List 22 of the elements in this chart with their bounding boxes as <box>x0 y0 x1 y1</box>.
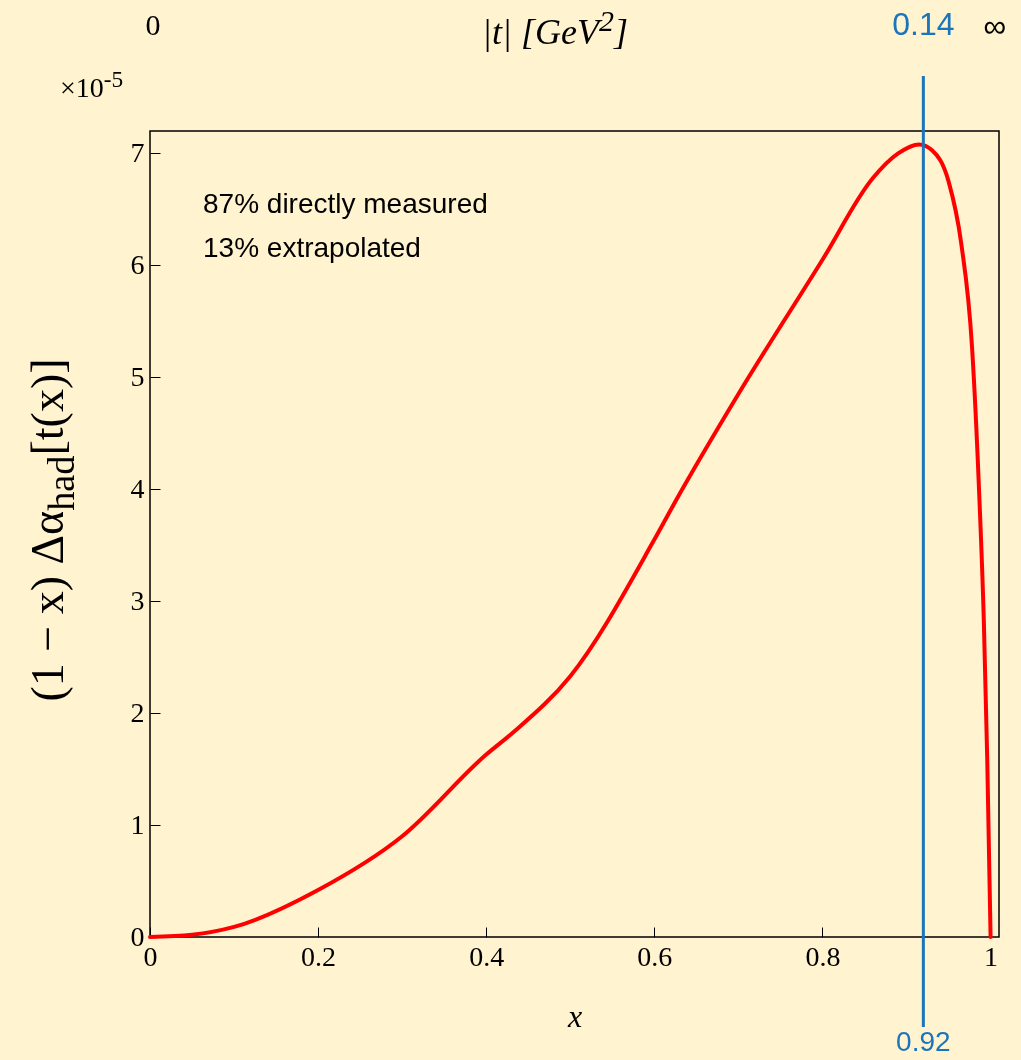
y-tick-label: 7 <box>130 136 145 168</box>
line-series <box>148 142 993 939</box>
x-tick-label: 0.4 <box>469 940 505 972</box>
text: ∞ <box>983 8 1007 45</box>
text: ×10$^{-5}$ <box>60 66 124 105</box>
y-tick-label: 6 <box>130 248 145 280</box>
y-tick-label: 5 <box>130 360 145 392</box>
x-axis-title: x <box>566 997 583 1034</box>
y-tick-label: 4 <box>130 472 145 504</box>
ref-line-label: 0.92 <box>896 1026 951 1057</box>
x-tick-label: 0.6 <box>637 940 673 972</box>
annotation: 13% extrapolated <box>203 232 421 264</box>
x-tick-label: 1 <box>984 940 999 972</box>
x-tick-label: 0.8 <box>805 940 841 972</box>
text: 0.14 <box>892 6 955 43</box>
text: |t| [GeV$^{2}$] <box>482 4 628 53</box>
x-tick-label: 0.2 <box>301 940 337 972</box>
y-tick-label: 0 <box>130 920 145 952</box>
y-tick-label: 2 <box>130 696 145 728</box>
y-tick-label: 3 <box>130 584 145 616</box>
y-tick-label: 1 <box>130 808 145 840</box>
annotation: 87% directly measured <box>203 188 488 220</box>
